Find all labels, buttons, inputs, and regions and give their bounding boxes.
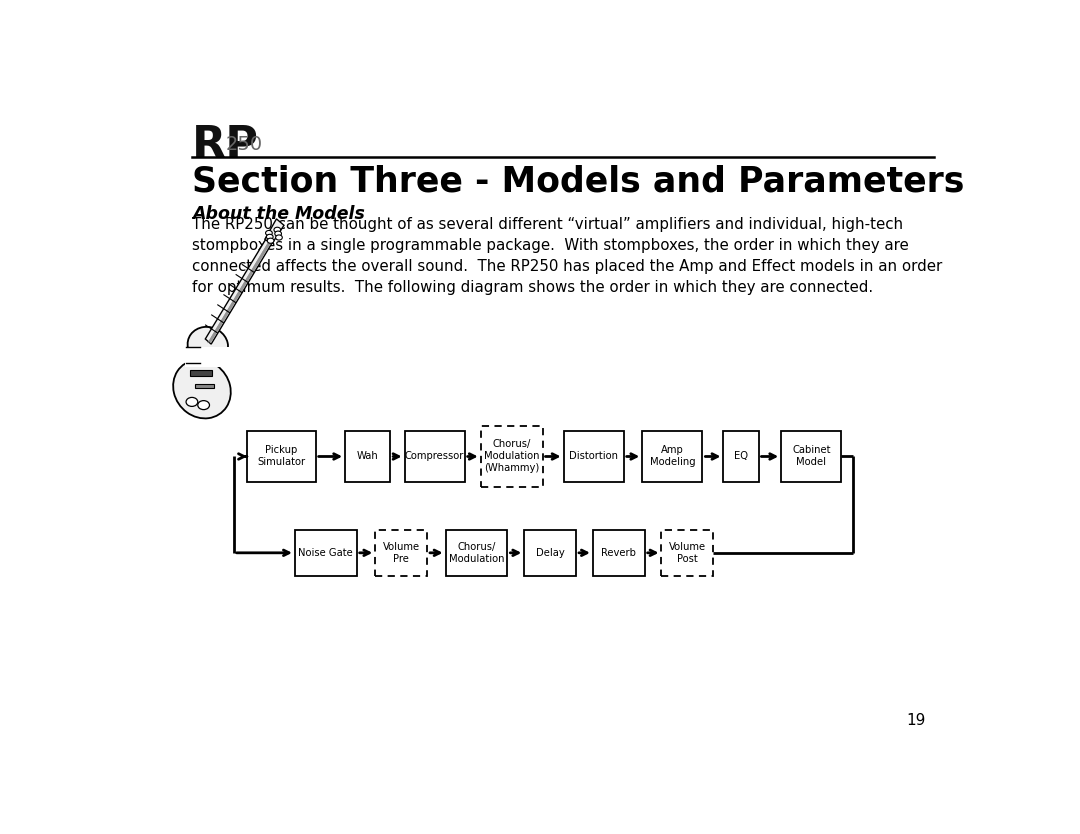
Text: Pickup
Simulator: Pickup Simulator xyxy=(257,445,306,468)
Circle shape xyxy=(198,400,210,409)
Circle shape xyxy=(274,227,281,233)
Circle shape xyxy=(267,234,273,239)
Bar xyxy=(481,425,542,487)
Bar xyxy=(524,530,576,576)
Circle shape xyxy=(275,235,282,240)
Text: EQ: EQ xyxy=(734,451,748,461)
Bar xyxy=(190,369,212,376)
Text: 19: 19 xyxy=(906,713,926,728)
Text: The RP250 can be thought of as several different “virtual” amplifiers and indivi: The RP250 can be thought of as several d… xyxy=(192,217,942,295)
Circle shape xyxy=(186,398,198,406)
Text: RP: RP xyxy=(192,124,259,168)
Polygon shape xyxy=(265,219,284,244)
Bar xyxy=(724,431,758,482)
Text: Noise Gate: Noise Gate xyxy=(298,548,353,558)
Ellipse shape xyxy=(173,359,231,419)
Text: Chorus/
Modulation: Chorus/ Modulation xyxy=(449,542,504,564)
Bar xyxy=(564,431,624,482)
Text: Chorus/
Modulation
(Whammy): Chorus/ Modulation (Whammy) xyxy=(484,440,539,474)
Bar xyxy=(405,431,464,482)
Bar xyxy=(295,530,356,576)
Ellipse shape xyxy=(188,327,228,364)
Polygon shape xyxy=(205,239,272,344)
Bar xyxy=(375,530,427,576)
Text: Wah: Wah xyxy=(356,451,379,461)
Text: Section Three - Models and Parameters: Section Three - Models and Parameters xyxy=(192,164,964,198)
Text: Volume
Pre: Volume Pre xyxy=(382,542,420,564)
Circle shape xyxy=(274,231,282,236)
Text: Amp
Modeling: Amp Modeling xyxy=(649,445,696,468)
Bar xyxy=(446,530,508,576)
Text: Reverb: Reverb xyxy=(602,548,636,558)
Bar xyxy=(186,347,229,367)
Circle shape xyxy=(267,239,274,244)
Text: Delay: Delay xyxy=(536,548,565,558)
Bar xyxy=(593,530,645,576)
Bar xyxy=(661,530,714,576)
Text: 250: 250 xyxy=(226,135,262,154)
Text: About the Models: About the Models xyxy=(192,205,365,224)
Text: Compressor: Compressor xyxy=(405,451,464,461)
Text: Volume
Post: Volume Post xyxy=(669,542,706,564)
Circle shape xyxy=(266,230,272,235)
Bar xyxy=(195,384,214,388)
Bar xyxy=(781,431,841,482)
Text: Distortion: Distortion xyxy=(569,451,618,461)
Bar xyxy=(247,431,315,482)
Bar xyxy=(643,431,702,482)
Bar xyxy=(346,431,390,482)
Text: Cabinet
Model: Cabinet Model xyxy=(792,445,831,468)
